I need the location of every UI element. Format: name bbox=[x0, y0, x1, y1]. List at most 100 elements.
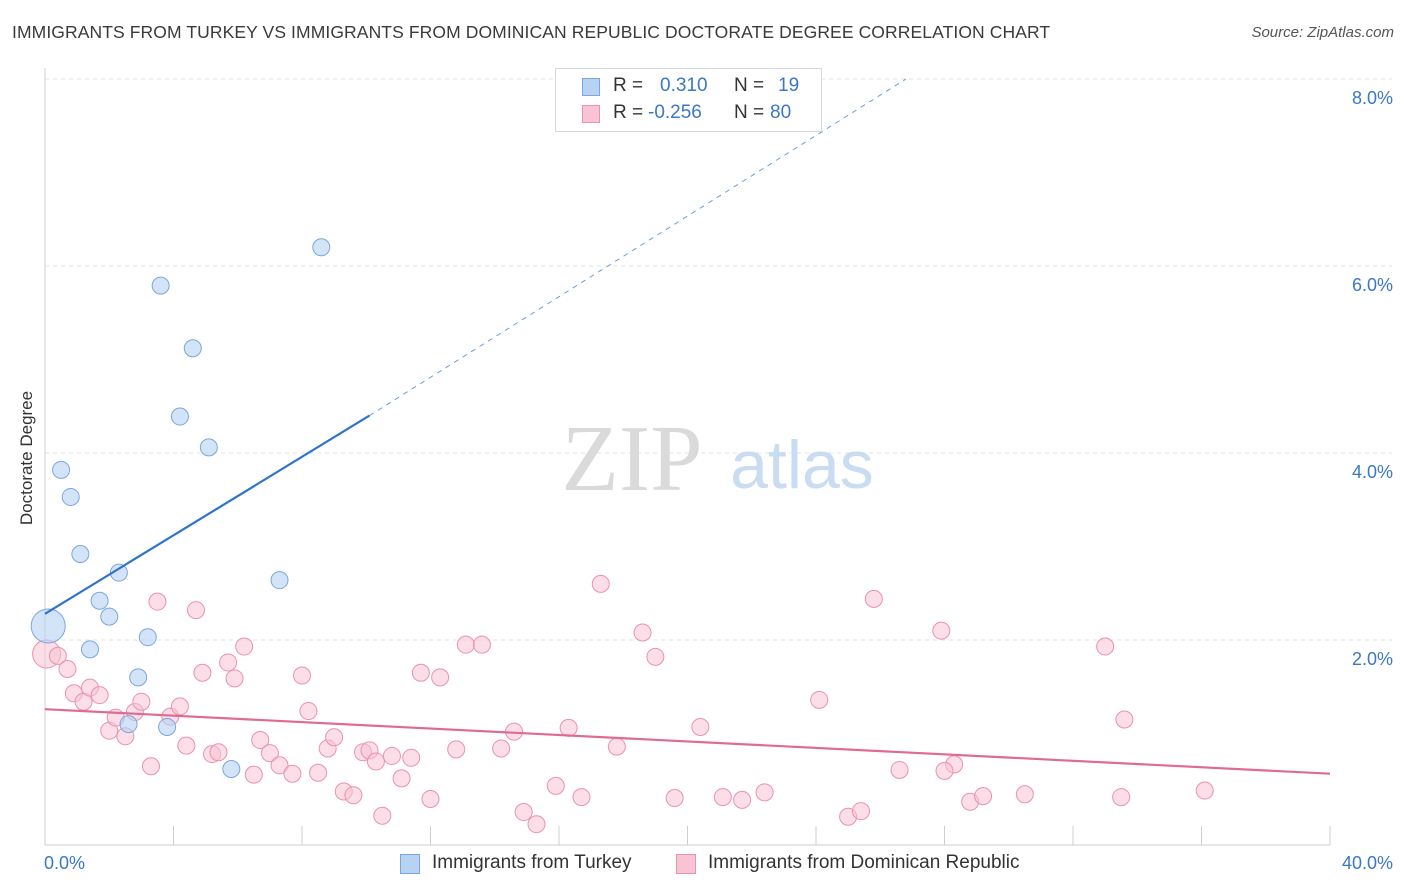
dr-point bbox=[733, 790, 752, 809]
y-tick-label: 6.0% bbox=[1352, 275, 1393, 295]
turkey-point bbox=[52, 460, 71, 479]
legend-n-label: N = bbox=[734, 75, 765, 96]
gridlines bbox=[45, 78, 1392, 641]
trend-lines bbox=[44, 78, 1331, 775]
dr-point bbox=[235, 637, 254, 656]
legend-r-label: R = bbox=[613, 75, 644, 96]
dr-point bbox=[132, 692, 151, 711]
legend-r-value: -0.256 bbox=[648, 102, 702, 123]
dr-point bbox=[974, 787, 993, 806]
turkey-point bbox=[312, 238, 331, 257]
dr-point bbox=[1096, 637, 1115, 656]
dr-point bbox=[309, 763, 328, 782]
dr-point bbox=[1195, 781, 1214, 800]
dr-point bbox=[591, 574, 610, 593]
watermark-atlas: atlas bbox=[730, 427, 874, 503]
turkey-point bbox=[71, 544, 90, 563]
turkey-point bbox=[119, 715, 138, 734]
dr-point bbox=[225, 669, 244, 688]
dr-point bbox=[366, 752, 385, 771]
dr-point bbox=[148, 592, 167, 611]
correlation-legend: R = 0.310 N = 19 R = -0.256 N = 80 bbox=[555, 68, 822, 132]
y-tick-label: 8.0% bbox=[1352, 88, 1393, 108]
dr-point bbox=[411, 663, 430, 682]
dr-point bbox=[1015, 785, 1034, 804]
dr-point bbox=[283, 764, 302, 783]
turkey-point bbox=[138, 628, 157, 647]
tick-labels: 2.0% 4.0% 6.0% 8.0% 0.0% 40.0% bbox=[44, 88, 1393, 873]
legend-n-value: 19 bbox=[778, 75, 800, 96]
legend-r-value: 0.310 bbox=[660, 75, 708, 96]
turkey-point bbox=[30, 608, 66, 644]
bottom-legend-label-turkey: Immigrants from Turkey bbox=[432, 852, 632, 873]
dr-point bbox=[260, 744, 279, 763]
legend-n-label: N = bbox=[734, 102, 765, 123]
turkey-point bbox=[183, 339, 202, 358]
dr-point bbox=[382, 746, 401, 765]
dr-point bbox=[293, 666, 311, 685]
dr-point bbox=[48, 646, 67, 665]
watermark: ZIP atlas bbox=[562, 407, 874, 511]
dr-point bbox=[755, 783, 774, 802]
turkey-point bbox=[158, 717, 177, 736]
dr-point bbox=[251, 731, 270, 750]
dr-point bbox=[299, 702, 318, 721]
turkey-point bbox=[170, 407, 189, 426]
dr-point bbox=[177, 736, 196, 755]
dr-point bbox=[270, 756, 289, 775]
dr-point bbox=[472, 635, 491, 654]
dr-point bbox=[170, 697, 189, 716]
dr-point bbox=[244, 765, 263, 784]
dr-point bbox=[421, 789, 440, 808]
dr-point bbox=[633, 623, 652, 642]
dr-point bbox=[646, 647, 665, 666]
dr-point bbox=[572, 788, 591, 807]
chart-title: IMMIGRANTS FROM TURKEY VS IMMIGRANTS FRO… bbox=[12, 22, 1051, 42]
dr-point bbox=[607, 737, 626, 756]
turkey-trend-line bbox=[44, 414, 371, 615]
dr-point bbox=[1115, 710, 1134, 729]
dr-point bbox=[431, 668, 450, 687]
dr-point bbox=[373, 806, 392, 825]
bottom-legend-swatch-dr bbox=[676, 854, 696, 874]
dr-point bbox=[58, 659, 77, 678]
turkey-point bbox=[199, 438, 218, 457]
bottom-legend-swatch-turkey bbox=[400, 854, 420, 874]
legend-swatch-dr bbox=[582, 105, 600, 123]
turkey-point bbox=[90, 591, 109, 610]
dr-point bbox=[527, 815, 546, 834]
dr-point bbox=[932, 621, 951, 640]
source-label[interactable]: Source: ZipAtlas.com bbox=[1251, 24, 1394, 41]
dr-point bbox=[456, 635, 475, 654]
dr-point bbox=[447, 740, 466, 759]
x-tick-label: 40.0% bbox=[1342, 853, 1393, 873]
dr-point bbox=[810, 690, 829, 709]
dr-point bbox=[142, 757, 161, 776]
dr-point bbox=[691, 717, 710, 736]
dr-point bbox=[209, 743, 228, 762]
turkey-point bbox=[80, 640, 99, 659]
turkey-point bbox=[129, 668, 148, 687]
turkey-point bbox=[151, 276, 170, 295]
bottom-legend-label-dr: Immigrants from Dominican Republic bbox=[708, 852, 1020, 873]
turkey-point bbox=[222, 760, 241, 779]
turkey-point bbox=[100, 607, 119, 626]
dr-point bbox=[514, 803, 533, 822]
turkey-point bbox=[270, 571, 289, 590]
dr-point bbox=[713, 788, 732, 807]
dr-point bbox=[219, 653, 238, 672]
dr-point bbox=[344, 786, 363, 805]
dr-point bbox=[665, 789, 684, 808]
legend-r-label: R = bbox=[613, 102, 644, 123]
dr-point bbox=[90, 686, 109, 705]
dr-point bbox=[325, 728, 344, 747]
dr-point bbox=[193, 663, 212, 682]
watermark-zip: ZIP bbox=[562, 407, 703, 511]
dr-point bbox=[546, 776, 565, 795]
axes bbox=[44, 68, 1331, 846]
legend-n-value: 80 bbox=[770, 102, 792, 123]
dr-point bbox=[392, 769, 411, 788]
dr-point bbox=[935, 761, 954, 780]
dr-point bbox=[492, 739, 511, 758]
